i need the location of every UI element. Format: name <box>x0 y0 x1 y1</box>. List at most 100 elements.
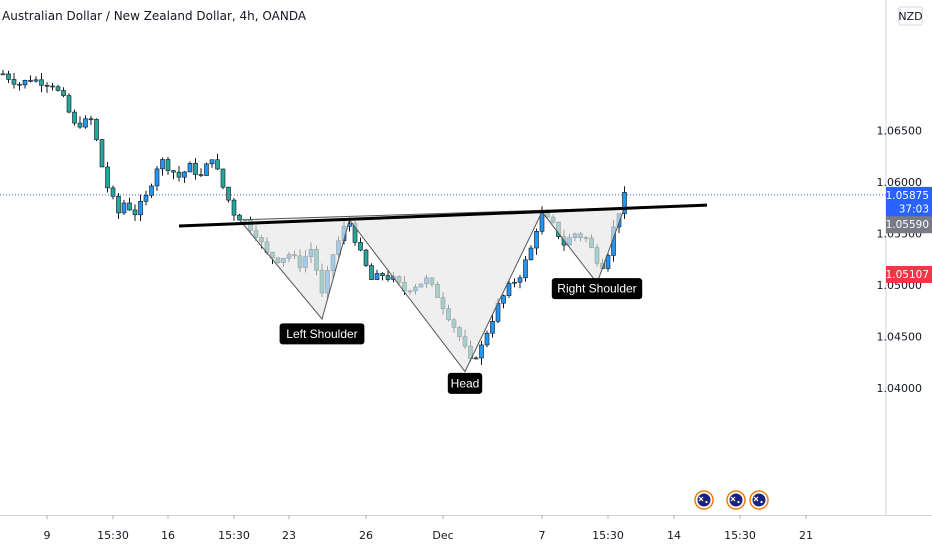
event-flag <box>729 493 743 507</box>
price-tag-text: 37:03 <box>899 203 929 215</box>
time-tick-label: 26 <box>359 529 373 542</box>
annotation-text: Head <box>451 376 480 390</box>
candle-body <box>369 265 374 280</box>
time-axis[interactable]: 9 15:30 16 15:30 23 26 Dec 7 15:30 14 15:30 21 <box>0 515 932 542</box>
neckline[interactable] <box>178 203 708 228</box>
price-tick-label: 1.06000 <box>877 176 923 189</box>
candle-body <box>50 85 55 88</box>
candle-body <box>215 159 220 170</box>
candle-body <box>473 357 479 360</box>
candle-body <box>193 162 198 175</box>
candle-body <box>77 122 83 128</box>
chart-title: Australian Dollar / New Zealand Dollar, … <box>2 9 307 23</box>
price-tag-last: 1.05875 <box>886 186 932 204</box>
annotation-label[interactable]: Right Shoulder <box>551 278 643 300</box>
calendar-event-icon[interactable] <box>694 490 714 510</box>
candle-body <box>17 83 22 86</box>
candle-body <box>149 185 154 196</box>
candle-body <box>83 118 88 128</box>
candle-body <box>171 170 176 173</box>
annotation-box <box>279 323 365 345</box>
candle-body <box>220 168 226 188</box>
candle-body <box>176 171 182 178</box>
calendar-event-icon[interactable] <box>726 490 746 510</box>
candle-body <box>61 90 66 96</box>
time-tick-label: 15:30 <box>97 529 129 542</box>
candle-body <box>11 79 17 85</box>
candle-body <box>209 159 215 165</box>
candle-body <box>66 95 72 113</box>
price-tag-text: 1.05107 <box>886 269 929 281</box>
candle-body <box>55 86 61 91</box>
candle-body <box>99 139 105 168</box>
candle-body <box>44 84 50 87</box>
candle-body <box>380 273 385 276</box>
candle-body <box>363 249 369 266</box>
candle-body <box>490 320 495 334</box>
event-flag-mark <box>753 496 759 502</box>
candle-body <box>121 202 127 214</box>
annotation-text: Left Shoulder <box>286 327 357 341</box>
candle-body <box>33 79 39 82</box>
candle-body <box>523 259 528 279</box>
calendar-event-icon[interactable] <box>749 490 769 510</box>
candle-body <box>226 186 231 201</box>
candle-body <box>385 275 391 280</box>
candle-body <box>534 231 539 249</box>
candle-body <box>506 282 512 296</box>
annotation-text: Right Shoulder <box>557 282 636 296</box>
candle-body <box>110 187 116 197</box>
candle-body <box>231 199 237 216</box>
price-tag-text: 1.05875 <box>886 190 929 202</box>
time-tick-label: 14 <box>667 529 681 542</box>
candle-body <box>501 295 506 304</box>
price-tag-box <box>886 186 932 204</box>
event-flag-star <box>737 500 740 504</box>
price-tag-countdown: 37:03 <box>886 200 932 218</box>
candle-body <box>198 174 204 176</box>
currency-label: NZD <box>898 10 922 23</box>
price-tag-box <box>886 265 932 283</box>
event-flag <box>697 493 711 507</box>
candle-body <box>358 242 363 251</box>
candle-body <box>72 111 77 124</box>
candle-body <box>622 192 627 214</box>
candle-body <box>0 73 6 76</box>
annotation-label[interactable]: Head <box>447 372 483 394</box>
time-tick-label: 15:30 <box>218 529 250 542</box>
candle-body <box>160 159 165 170</box>
event-flag-star <box>760 500 763 504</box>
events-bar[interactable] <box>694 490 769 510</box>
candle-body <box>182 171 187 178</box>
candle-body <box>204 163 209 176</box>
price-axis[interactable]: 1.065001.060001.055001.050001.045001.040… <box>877 0 932 515</box>
price-tick-label: 1.04500 <box>877 331 923 344</box>
candle-body <box>22 79 28 86</box>
candle-body <box>374 273 380 280</box>
annotation-box <box>447 372 483 394</box>
candle-body <box>479 344 484 359</box>
currency-button[interactable]: NZD <box>898 6 923 26</box>
event-flag <box>752 493 766 507</box>
time-tick-label: 9 <box>44 529 51 542</box>
candle-body <box>39 79 44 86</box>
candle-body <box>484 332 490 346</box>
event-flag-star <box>705 500 708 504</box>
candle-body <box>88 118 94 121</box>
time-tick-label: 23 <box>282 529 296 542</box>
event-flag-mark <box>730 496 736 502</box>
candle-body <box>116 195 121 214</box>
price-tick-label: 1.04000 <box>877 382 923 395</box>
candle-body <box>127 202 132 211</box>
candle-body <box>6 73 11 80</box>
pattern-layer: Left Shoulder Head Right Shoulder <box>178 203 708 394</box>
candle-body <box>528 247 534 261</box>
candle-body <box>512 281 517 284</box>
event-flag-mark <box>698 496 704 502</box>
time-tick-label: 16 <box>161 529 175 542</box>
time-tick-label: 7 <box>539 529 546 542</box>
candle-body <box>138 201 143 216</box>
price-tag-box <box>886 200 932 218</box>
annotation-label[interactable]: Left Shoulder <box>279 323 365 345</box>
